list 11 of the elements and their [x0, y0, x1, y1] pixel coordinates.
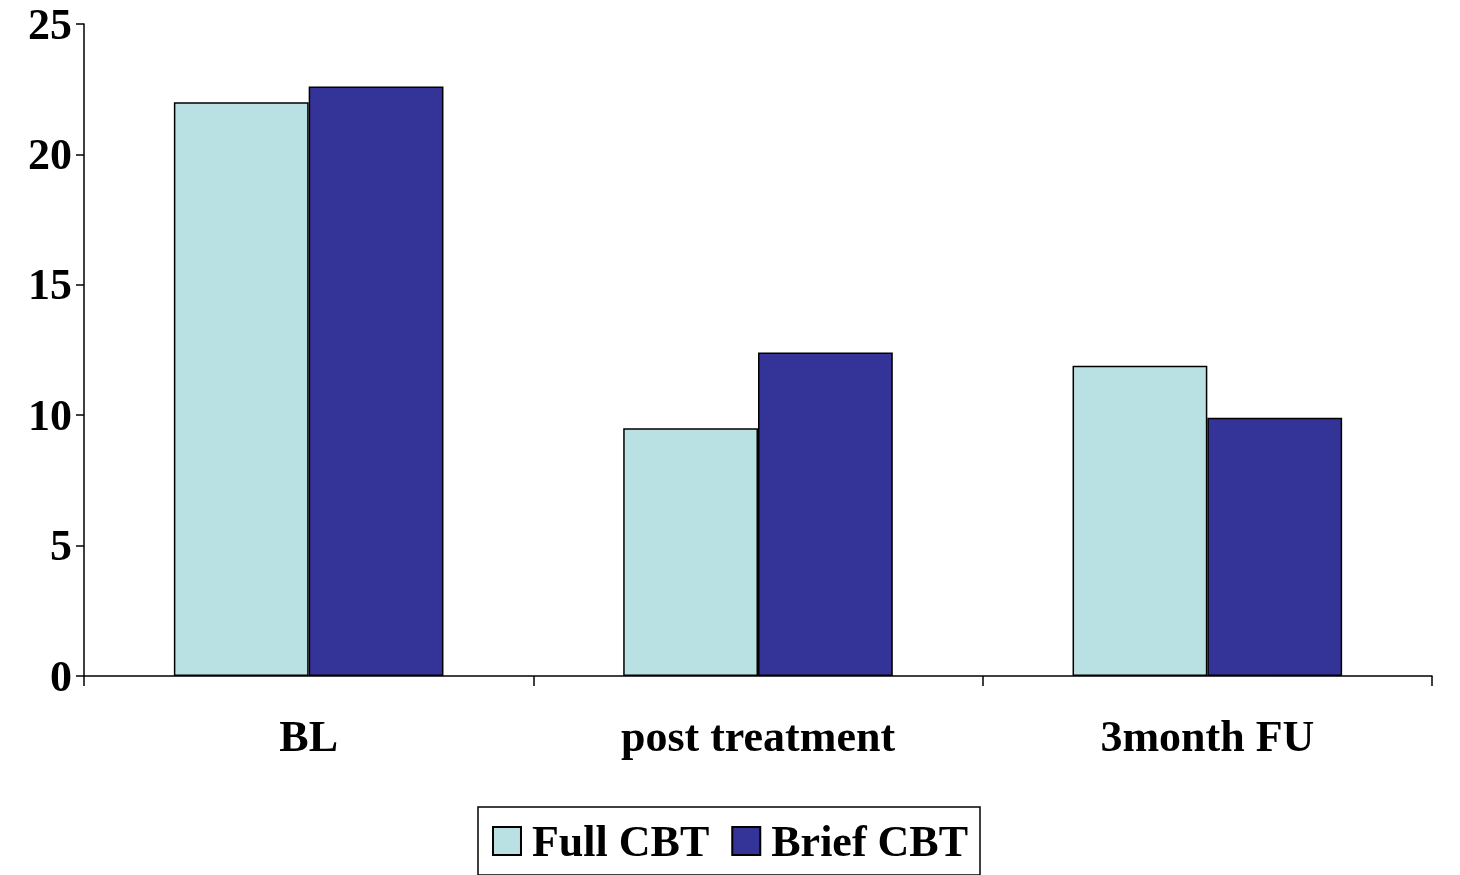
y-tick-label: 20	[28, 129, 72, 179]
x-tick-label: post treatment	[620, 711, 896, 761]
y-tick-label: 15	[28, 260, 72, 310]
x-tick-label: BL	[279, 711, 339, 761]
legend-label: Brief CBT	[771, 816, 969, 866]
y-tick-label: 10	[28, 390, 72, 440]
x-tick-label: 3month FU	[1100, 711, 1315, 761]
legend-label: Full CBT	[531, 816, 710, 866]
y-tick-label: 25	[28, 0, 72, 49]
y-tick-label: 5	[50, 521, 72, 571]
y-tick-label: 0	[50, 651, 72, 701]
